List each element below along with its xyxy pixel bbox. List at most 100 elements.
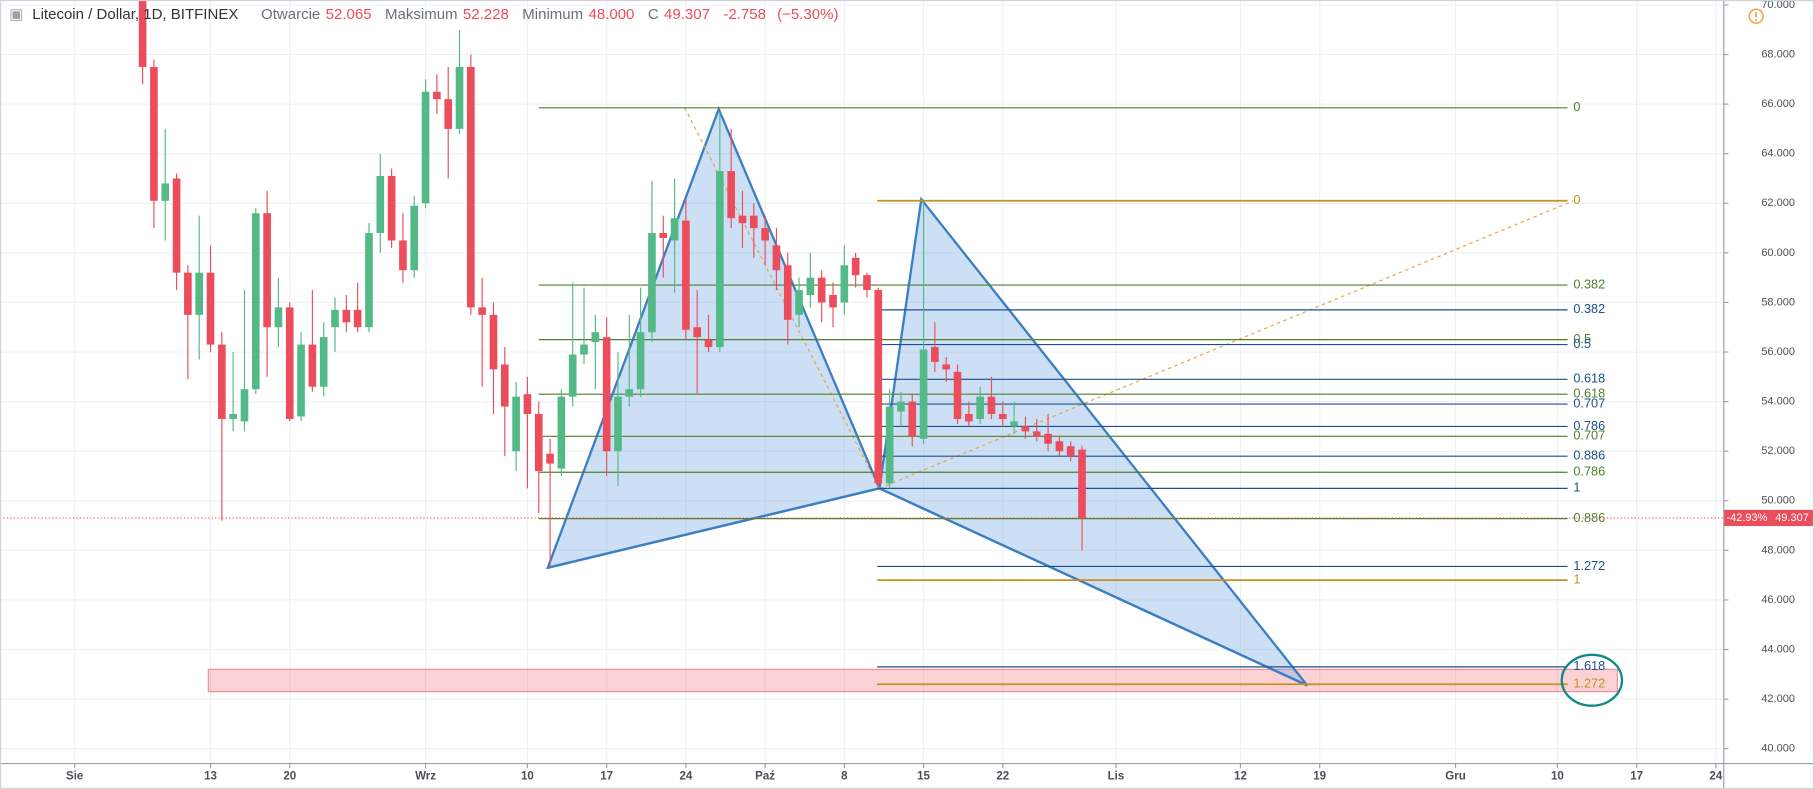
- legend-value: 52.228: [463, 6, 509, 23]
- candle-body: [806, 277, 815, 296]
- candle-body: [976, 396, 984, 419]
- x-tick-label: 24: [679, 770, 692, 782]
- x-tick-label: 19: [1313, 770, 1326, 782]
- candle-body: [1032, 431, 1041, 437]
- candle-body: [319, 337, 328, 387]
- x-tick-label: 10: [521, 770, 534, 782]
- y-tick-label: 62.000: [1761, 197, 1795, 209]
- last-price-tag: [1770, 509, 1814, 527]
- y-tick-label: 40.000: [1761, 743, 1795, 755]
- candle-body: [285, 307, 294, 419]
- alert-icon[interactable]: [1748, 8, 1764, 24]
- candle-body: [772, 245, 781, 271]
- pattern-leg: [878, 487, 1308, 687]
- target-zone: [207, 668, 1618, 693]
- candle-body: [444, 99, 453, 129]
- candle-body: [716, 171, 724, 348]
- fib-label: 0.5: [1573, 331, 1591, 346]
- candle-body: [467, 66, 475, 308]
- candle-body: [489, 314, 498, 370]
- candle-body: [331, 309, 339, 328]
- candle-body: [353, 309, 362, 328]
- candle-body: [953, 371, 962, 419]
- candle-body: [263, 213, 271, 328]
- change-percent: (−5.30%): [777, 6, 838, 23]
- candle-body: [150, 66, 158, 201]
- candle-body: [670, 218, 679, 241]
- candle-body: [727, 171, 735, 219]
- candle-body: [557, 396, 566, 469]
- symbol-icon: ▣: [9, 6, 23, 23]
- fib-label: 0.382: [1573, 276, 1605, 291]
- candle-body: [829, 295, 837, 308]
- candle-body: [931, 347, 939, 362]
- candle-body: [840, 265, 849, 303]
- candle-body: [874, 290, 883, 484]
- candle-body: [704, 339, 713, 348]
- x-tick-label: Wrz: [415, 770, 436, 782]
- y-tick-label: 70.000: [1761, 0, 1795, 11]
- candle-body: [897, 401, 905, 412]
- x-tick-label: 20: [283, 770, 296, 782]
- fib-label: 1: [1573, 571, 1580, 586]
- candle-body: [218, 344, 226, 419]
- candle-body: [195, 272, 204, 315]
- candle-body: [580, 344, 588, 355]
- candle-body: [693, 327, 702, 338]
- candle-body: [229, 414, 237, 419]
- y-tick-label: 58.000: [1761, 296, 1795, 308]
- y-tick-label: 60.000: [1761, 247, 1795, 259]
- candle-body: [308, 344, 317, 387]
- candle-body: [817, 277, 826, 303]
- x-tick-label: 24: [1709, 770, 1722, 782]
- candle-body: [410, 205, 419, 271]
- candle-body: [1066, 446, 1075, 457]
- y-tick-label: 46.000: [1761, 594, 1795, 606]
- fib-label: 1.272: [1573, 558, 1605, 573]
- candle-body: [342, 309, 351, 323]
- candle-body: [568, 354, 577, 397]
- candle-body: [987, 396, 996, 415]
- candle-body: [546, 453, 554, 464]
- candle-body: [942, 364, 951, 370]
- candle-body: [251, 213, 260, 390]
- candle-body: [455, 66, 464, 129]
- x-tick-label: Lis: [1108, 770, 1125, 782]
- fib-label: 1: [1573, 480, 1580, 495]
- candle-body: [614, 396, 622, 452]
- x-tick-label: 17: [600, 770, 613, 782]
- legend-value: 49.307: [664, 6, 710, 23]
- y-tick-label: 44.000: [1761, 643, 1795, 655]
- fib-label: 1.618: [1573, 658, 1605, 673]
- candle-body: [998, 414, 1007, 419]
- candle-body: [682, 220, 690, 330]
- candle-body: [365, 233, 373, 328]
- x-tick-label: 22: [996, 770, 1009, 782]
- fib-label: 0.707: [1573, 395, 1605, 410]
- x-tick-label: 13: [204, 770, 217, 782]
- legend-label: C: [648, 6, 659, 23]
- candle-body: [648, 233, 656, 333]
- candle-body: [1055, 441, 1064, 452]
- fib-label: 0.618: [1573, 386, 1605, 401]
- candle-body: [885, 406, 894, 484]
- candle-body: [625, 389, 634, 397]
- y-tick-label: 50.000: [1761, 495, 1795, 507]
- candle-body: [863, 275, 871, 291]
- candle-body: [421, 91, 430, 204]
- candle-body: [636, 332, 645, 390]
- candle-body: [206, 272, 215, 345]
- legend-label: Otwarcie: [261, 6, 320, 23]
- candle-body: [240, 389, 249, 422]
- candle-body: [172, 178, 181, 273]
- fib-label: 0.707: [1573, 428, 1605, 443]
- candle-body: [738, 215, 747, 224]
- x-tick-label: Gru: [1445, 770, 1466, 782]
- fib-label: 0.5: [1573, 336, 1591, 351]
- candle-body: [297, 344, 305, 417]
- candle-body: [274, 307, 283, 328]
- candle-body: [602, 337, 611, 452]
- change: -2.758: [723, 6, 766, 23]
